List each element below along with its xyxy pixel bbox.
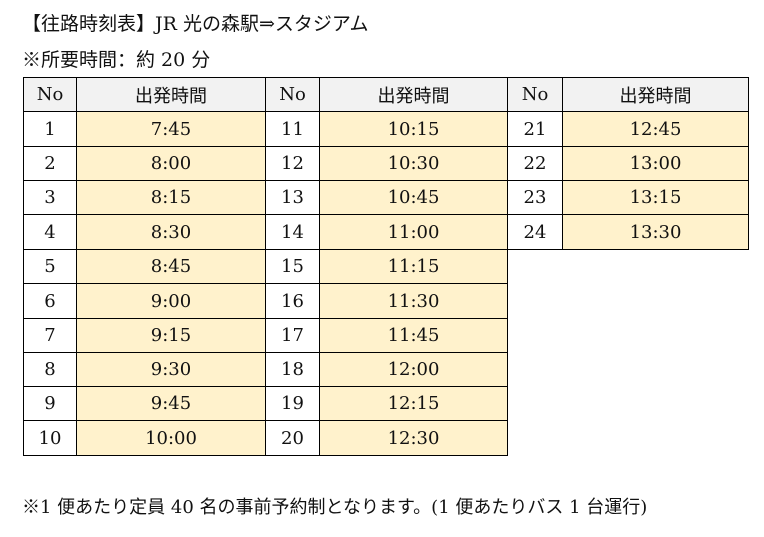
departure-time-cell: 11:45 — [319, 318, 508, 353]
header-no: No — [507, 77, 563, 112]
trip-number-cell: 6 — [23, 283, 77, 319]
departure-time-cell: 12:45 — [562, 111, 749, 147]
trip-number-cell: 3 — [23, 180, 77, 215]
departure-time-cell: 9:00 — [76, 283, 266, 319]
departure-time-cell: 10:00 — [76, 420, 266, 456]
header-no: No — [23, 77, 77, 112]
departure-time-cell: 11:00 — [319, 214, 508, 250]
trip-number-cell: 11 — [265, 111, 320, 147]
departure-time-cell: 10:45 — [319, 180, 508, 215]
trip-number-cell: 4 — [23, 214, 77, 250]
trip-number-cell: 15 — [265, 249, 320, 284]
departure-time-cell: 12:15 — [319, 386, 508, 421]
trip-number-cell: 19 — [265, 386, 320, 421]
departure-time-cell: 12:00 — [319, 352, 508, 387]
trip-number-cell: 12 — [265, 146, 320, 181]
trip-number-cell: 16 — [265, 283, 320, 319]
trip-number-cell: 21 — [507, 111, 563, 147]
departure-time-cell: 8:30 — [76, 214, 266, 250]
departure-time-cell: 10:30 — [319, 146, 508, 181]
departure-time-cell: 8:15 — [76, 180, 266, 215]
departure-time-cell: 9:15 — [76, 318, 266, 353]
trip-number-cell: 17 — [265, 318, 320, 353]
departure-time-cell: 8:45 — [76, 249, 266, 284]
trip-number-cell: 18 — [265, 352, 320, 387]
trip-number-cell: 2 — [23, 146, 77, 181]
departure-time-cell: 7:45 — [76, 111, 266, 147]
departure-time-cell: 13:15 — [562, 180, 749, 215]
header-no: No — [265, 77, 320, 112]
departure-time-cell: 13:00 — [562, 146, 749, 181]
trip-number-cell: 5 — [23, 249, 77, 284]
trip-number-cell: 23 — [507, 180, 563, 215]
departure-time-cell: 10:15 — [319, 111, 508, 147]
footer-note: ※1 便あたり定員 40 名の事前予約制となります。(1 便あたりバス 1 台運… — [22, 497, 648, 518]
trip-number-cell: 7 — [23, 318, 77, 353]
departure-time-cell: 9:45 — [76, 386, 266, 421]
header-departure-time: 出発時間 — [76, 77, 266, 112]
travel-time-note: ※所要時間：約 20 分 — [22, 49, 211, 71]
departure-time-cell: 11:30 — [319, 283, 508, 319]
trip-number-cell: 10 — [23, 420, 77, 456]
departure-time-cell: 13:30 — [562, 214, 749, 250]
departure-time-cell: 9:30 — [76, 352, 266, 387]
header-departure-time: 出発時間 — [562, 77, 749, 112]
trip-number-cell: 1 — [23, 111, 77, 147]
header-departure-time: 出発時間 — [319, 77, 508, 112]
page-title: 【往路時刻表】JR 光の森駅⇒スタジアム — [22, 13, 369, 35]
trip-number-cell: 22 — [507, 146, 563, 181]
trip-number-cell: 24 — [507, 214, 563, 250]
trip-number-cell: 13 — [265, 180, 320, 215]
trip-number-cell: 9 — [23, 386, 77, 421]
trip-number-cell: 14 — [265, 214, 320, 250]
departure-time-cell: 12:30 — [319, 420, 508, 456]
departure-time-cell: 11:15 — [319, 249, 508, 284]
trip-number-cell: 8 — [23, 352, 77, 387]
departure-time-cell: 8:00 — [76, 146, 266, 181]
trip-number-cell: 20 — [265, 420, 320, 456]
